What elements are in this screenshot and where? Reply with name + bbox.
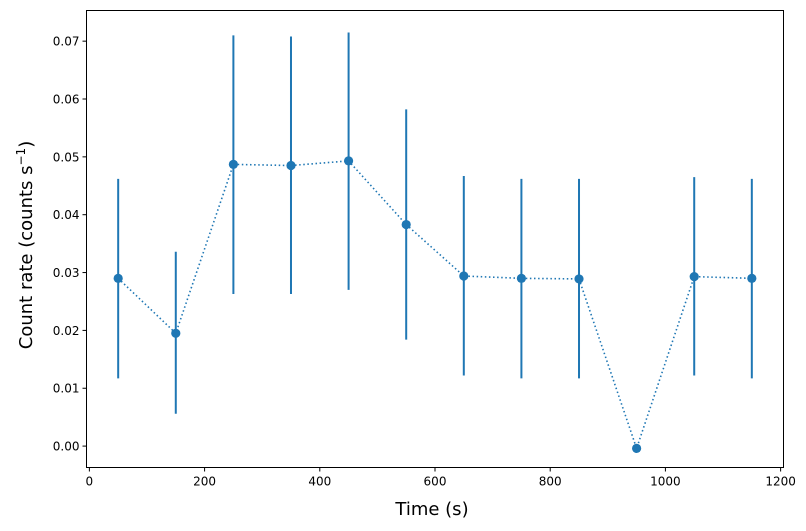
y-tick-label: 0.07	[53, 35, 80, 49]
data-point	[516, 273, 527, 283]
y-tick-label: 0.03	[53, 266, 80, 280]
data-point	[343, 156, 354, 166]
data-point	[113, 273, 123, 283]
y-tick-label: 0.02	[53, 324, 80, 338]
y-tick-label: 0.06	[53, 93, 80, 107]
data-point	[459, 271, 469, 281]
x-tick-label: 200	[193, 475, 216, 489]
data-point	[228, 159, 238, 169]
x-tick-label: 400	[308, 475, 331, 489]
x-tick-label: 1200	[765, 475, 796, 489]
series-line	[117, 160, 752, 451]
plot-frame	[86, 10, 784, 468]
x-tick-label: 0	[86, 475, 94, 489]
data-point	[401, 219, 411, 230]
x-axis-label: Time (s)	[394, 499, 468, 520]
data-point	[171, 328, 181, 338]
x-tick-label: 600	[424, 475, 447, 489]
y-tick-label: 0.05	[53, 150, 80, 164]
y-axis: 0.00 0.01 0.02 0.03 0.04 0.05 0.06 0.07	[53, 35, 87, 454]
y-axis-label: Count rate (counts s−1)	[14, 141, 37, 349]
y-axis-label-close: )	[16, 141, 37, 148]
x-tick-label: 1000	[650, 475, 681, 489]
data-point	[747, 273, 757, 283]
y-tick-label: 0.00	[53, 440, 80, 454]
x-axis: 0 200 400 600 800 1000 1200	[86, 467, 796, 489]
data-point	[286, 160, 296, 171]
y-tick-label: 0.01	[53, 382, 80, 396]
y-axis-label-exponent: −1	[14, 148, 28, 166]
y-tick-label: 0.04	[53, 208, 80, 222]
data-point	[574, 274, 584, 284]
y-axis-label-main: Count rate (counts s	[16, 165, 37, 349]
data-point	[632, 443, 642, 454]
plot-area	[113, 32, 757, 454]
x-tick-label: 800	[539, 475, 562, 489]
data-point	[689, 272, 699, 282]
